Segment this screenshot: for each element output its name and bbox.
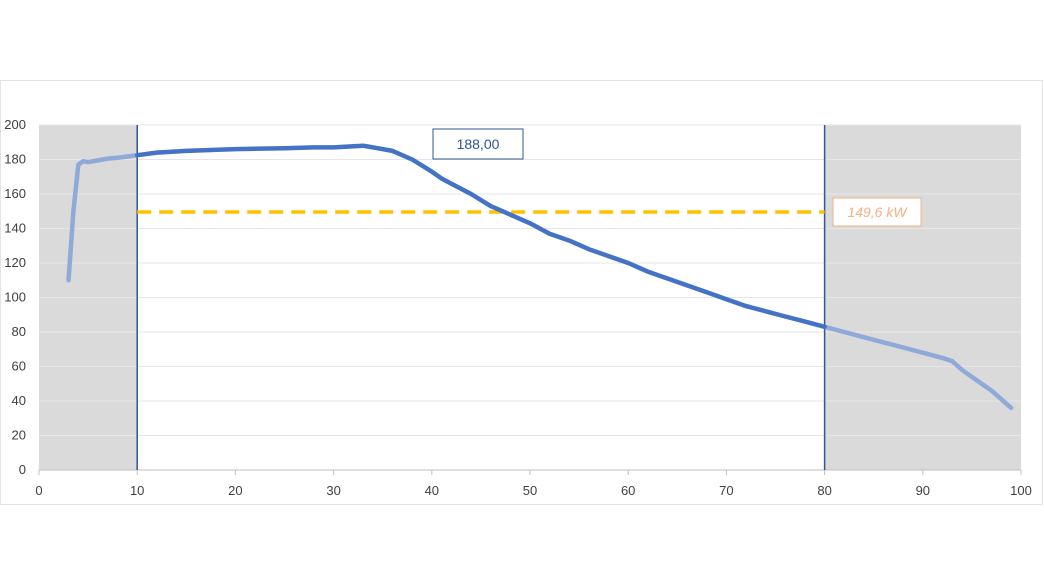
average-label-box: [832, 197, 922, 227]
x-tick-label: 60: [621, 483, 635, 498]
y-tick-label: 40: [12, 393, 26, 408]
y-tick-label: 100: [4, 290, 26, 305]
x-tick-label: 50: [523, 483, 537, 498]
series-lines: [66, 143, 1014, 411]
x-tick-label: 100: [1010, 483, 1032, 498]
x-tick-label: 80: [817, 483, 831, 498]
series-line-faded-end: [822, 324, 1014, 411]
x-tick-label: 70: [719, 483, 733, 498]
x-tick-label: 0: [35, 483, 42, 498]
y-tick-label: 120: [4, 255, 26, 270]
average-annotation: 149,6 kW: [832, 197, 922, 227]
y-tick-label: 200: [4, 117, 26, 132]
x-tick-label: 30: [326, 483, 340, 498]
series-line-main: [134, 143, 827, 330]
average-label: 149,6 kW: [847, 204, 908, 220]
x-axis-ticks: 0 10 20 30 40 50 60 70 80 90 100: [35, 470, 1032, 498]
x-tick-label: 10: [130, 483, 144, 498]
y-axis-ticks: 0 20 40 60 80 100 120 140 160 180 200: [4, 117, 26, 477]
x-tick-label: 40: [425, 483, 439, 498]
vertical-markers: [136, 125, 826, 470]
chart-frame: [0, 80, 1043, 505]
y-tick-label: 0: [19, 462, 26, 477]
y-tick-label: 160: [4, 186, 26, 201]
peak-annotation: 188,00: [432, 128, 524, 160]
y-tick-label: 140: [4, 221, 26, 236]
series-line-faded-start: [66, 152, 140, 283]
y-tick-label: 180: [4, 152, 26, 167]
x-tick-label: 20: [228, 483, 242, 498]
peak-label: 188,00: [457, 136, 500, 152]
x-tick-label: 90: [916, 483, 930, 498]
y-tick-label: 20: [12, 428, 26, 443]
peak-label-box: [432, 128, 524, 160]
y-tick-label: 60: [12, 359, 26, 374]
y-tick-label: 80: [12, 324, 26, 339]
